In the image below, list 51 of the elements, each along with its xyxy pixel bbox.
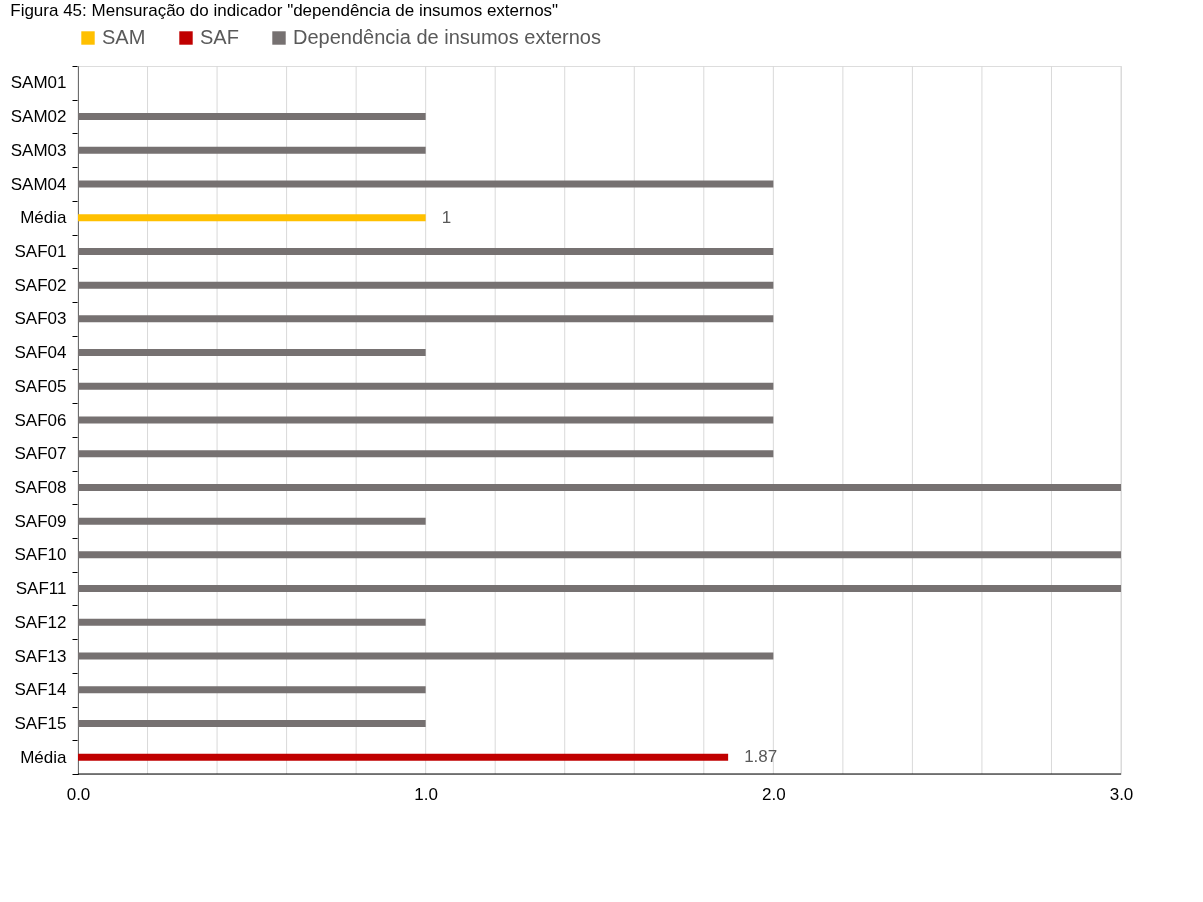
y-tick-label: SAF08 (14, 477, 67, 497)
y-tick-label: SAF14 (14, 680, 67, 700)
y-tick-label: SAF10 (14, 545, 67, 565)
y-tick-label: SAF06 (14, 410, 67, 430)
bar (78, 349, 426, 357)
bar (78, 618, 426, 626)
y-tick-label: SAF04 (14, 343, 67, 363)
y-tick-label: SAF11 (15, 579, 67, 599)
y-tick-label: SAF02 (14, 275, 67, 295)
bar (78, 281, 774, 289)
y-tick-label: SAF13 (14, 646, 67, 666)
y-tick-label: SAF15 (14, 713, 67, 733)
bar (78, 719, 426, 727)
bar (78, 214, 426, 222)
bar (78, 585, 1121, 593)
y-tick-label: Média (20, 747, 68, 767)
bar (78, 382, 774, 390)
legend-label: SAM (102, 26, 146, 48)
bar (78, 686, 426, 694)
data-label: 1 (441, 207, 452, 227)
bar (78, 315, 774, 323)
data-label: 1.87 (744, 747, 778, 767)
bar (78, 450, 774, 458)
bar (78, 146, 426, 154)
legend-label: SAF (200, 26, 239, 48)
y-tick-label: SAF12 (14, 612, 67, 632)
y-tick-label: SAF07 (14, 444, 67, 464)
bar (78, 652, 774, 660)
x-tick-label: 1.0 (414, 784, 438, 804)
bar (78, 113, 426, 121)
y-tick-label: SAF01 (14, 241, 67, 261)
bar (78, 517, 426, 525)
bar (78, 753, 729, 761)
y-tick-label: Média (20, 208, 68, 228)
bar (78, 180, 774, 188)
y-tick-label: SAM01 (10, 73, 67, 93)
bar (78, 483, 1121, 491)
chart-title: Figura 45: Mensuração do indicador "dependência de insumos externos" (10, 1, 559, 20)
y-tick-label: SAM03 (10, 140, 67, 160)
y-tick-label: SAM02 (10, 107, 67, 127)
y-tick-label: SAF03 (14, 309, 67, 329)
y-tick-label: SAF05 (14, 376, 67, 396)
legend-label: Dependência de insumos externos (293, 26, 601, 48)
y-tick-label: SAF09 (14, 511, 67, 531)
bar (78, 416, 774, 424)
x-tick-label: 0.0 (66, 784, 91, 804)
y-tick-label: SAM04 (10, 174, 67, 194)
bar (78, 247, 774, 255)
x-tick-label: 2.0 (762, 784, 786, 804)
bar (78, 551, 1121, 559)
x-tick-label: 3.0 (1109, 784, 1134, 804)
